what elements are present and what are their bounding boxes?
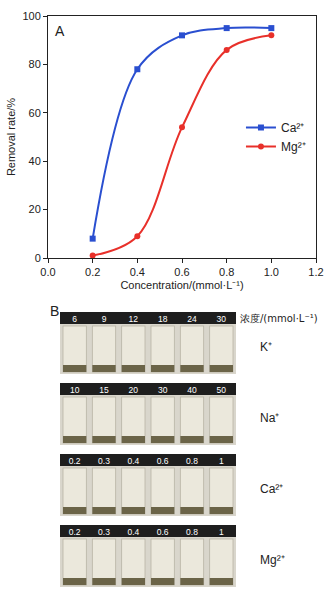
svg-text:80: 80 xyxy=(29,58,41,70)
svg-text:10: 10 xyxy=(70,385,80,395)
svg-text:1.0: 1.0 xyxy=(264,266,279,278)
svg-text:0.3: 0.3 xyxy=(98,456,110,466)
svg-text:0.2: 0.2 xyxy=(69,456,81,466)
svg-text:0.4: 0.4 xyxy=(127,456,139,466)
svg-text:0.3: 0.3 xyxy=(98,527,110,537)
svg-text:100: 100 xyxy=(22,10,40,22)
svg-text:9: 9 xyxy=(102,314,107,324)
svg-text:24: 24 xyxy=(187,314,197,324)
svg-text:Concentration/(mmol·L⁻¹): Concentration/(mmol·L⁻¹) xyxy=(120,279,243,291)
svg-text:18: 18 xyxy=(158,314,168,324)
svg-text:Mg²⁺: Mg²⁺ xyxy=(281,140,306,154)
svg-text:20: 20 xyxy=(29,203,41,215)
svg-text:Mg²⁺: Mg²⁺ xyxy=(260,553,285,567)
svg-text:0.4: 0.4 xyxy=(130,266,145,278)
svg-text:Na⁺: Na⁺ xyxy=(260,411,279,425)
svg-text:1: 1 xyxy=(219,527,224,537)
svg-text:Removal rate/%: Removal rate/% xyxy=(5,98,17,176)
svg-text:60: 60 xyxy=(29,107,41,119)
svg-text:0.6: 0.6 xyxy=(157,527,169,537)
svg-text:50: 50 xyxy=(217,385,227,395)
svg-text:15: 15 xyxy=(99,385,109,395)
svg-text:0.2: 0.2 xyxy=(69,527,81,537)
svg-text:0.0: 0.0 xyxy=(40,266,55,278)
svg-text:0: 0 xyxy=(35,252,41,264)
svg-text:1.2: 1.2 xyxy=(308,266,323,278)
svg-text:6: 6 xyxy=(72,314,77,324)
svg-text:12: 12 xyxy=(129,314,139,324)
svg-text:0.8: 0.8 xyxy=(219,266,234,278)
svg-text:40: 40 xyxy=(29,155,41,167)
svg-text:0.4: 0.4 xyxy=(127,527,139,537)
svg-text:20: 20 xyxy=(129,385,139,395)
svg-text:Ca²⁺: Ca²⁺ xyxy=(281,121,304,135)
svg-text:30: 30 xyxy=(158,385,168,395)
svg-text:0.6: 0.6 xyxy=(174,266,189,278)
svg-text:30: 30 xyxy=(217,314,227,324)
svg-text:0.2: 0.2 xyxy=(85,266,100,278)
svg-text:1: 1 xyxy=(219,456,224,466)
svg-text:40: 40 xyxy=(187,385,197,395)
svg-text:B: B xyxy=(50,303,59,319)
svg-text:A: A xyxy=(55,23,65,39)
svg-text:0.8: 0.8 xyxy=(186,456,198,466)
svg-text:0.6: 0.6 xyxy=(157,456,169,466)
svg-text:Ca²⁺: Ca²⁺ xyxy=(260,482,283,496)
svg-text:K⁺: K⁺ xyxy=(260,340,272,354)
svg-text:浓度/(mmol·L⁻¹): 浓度/(mmol·L⁻¹) xyxy=(240,313,318,324)
svg-text:0.8: 0.8 xyxy=(186,527,198,537)
